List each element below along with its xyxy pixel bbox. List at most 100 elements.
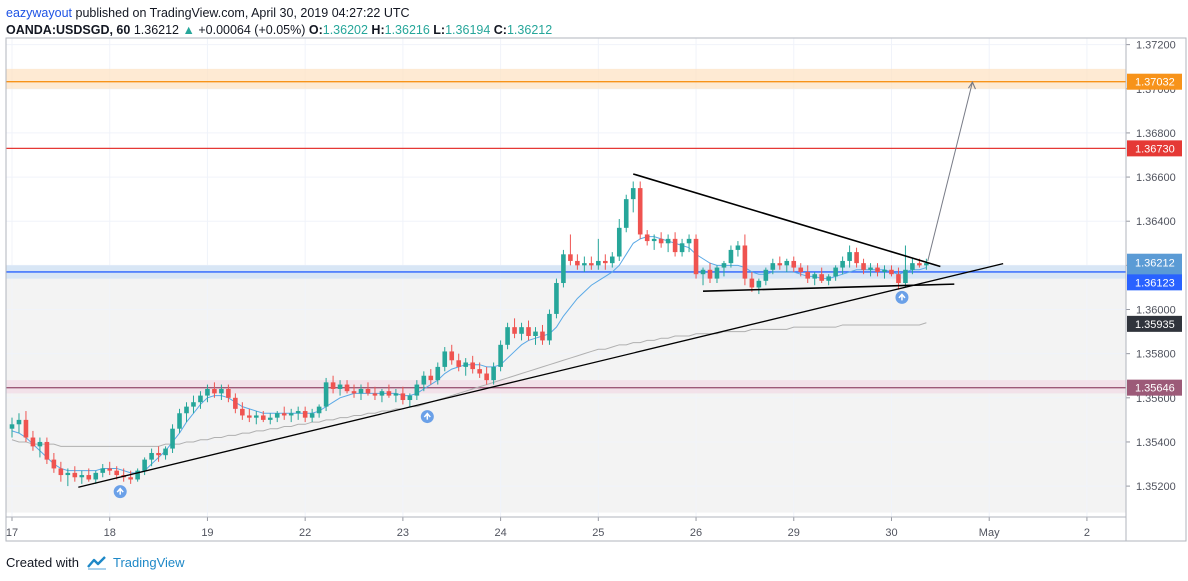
candle-body: [484, 373, 489, 381]
candle-body: [596, 260, 601, 266]
close-value: 1.36212: [506, 23, 553, 37]
x-tick-label: 24: [494, 527, 506, 539]
change-value: +0.00064 (+0.05%): [198, 23, 306, 37]
last-price: 1.36212: [133, 23, 179, 37]
candle-body: [791, 260, 797, 268]
candle-body: [351, 391, 357, 394]
candle-body: [219, 388, 224, 394]
last-low-tag-label: 1.36123: [1135, 277, 1175, 289]
candle-body: [37, 441, 43, 447]
candle-body: [749, 278, 755, 288]
candle-body: [79, 475, 85, 478]
candle-body: [896, 274, 901, 284]
x-tick-label: 22: [299, 527, 311, 539]
candle-body: [247, 415, 252, 418]
y-tick-label: 1.36800: [1136, 128, 1176, 140]
resistance-orange-tag-label: 1.37032: [1135, 77, 1175, 89]
candle-body: [889, 269, 894, 275]
high-value: 1.36216: [384, 23, 430, 37]
x-tick-label: 30: [885, 527, 897, 539]
candle-body: [114, 470, 119, 476]
candle-body: [589, 263, 594, 266]
low-value: 1.36194: [445, 23, 491, 37]
candle-body: [205, 388, 210, 396]
candle-body: [658, 238, 664, 244]
candle-body: [72, 472, 78, 478]
candle-body: [267, 417, 273, 420]
triangle-base: [702, 283, 955, 292]
y-tick-label: 1.35400: [1136, 437, 1176, 449]
candle-body: [142, 459, 147, 471]
candle-body: [421, 375, 427, 385]
publish-header: eazywayout published on TradingView.com,…: [6, 4, 410, 22]
candle-body: [254, 415, 259, 418]
candle-body: [819, 274, 824, 281]
y-tick-label: 1.36000: [1136, 305, 1176, 317]
candle-body: [149, 452, 154, 460]
candle-body: [526, 327, 531, 336]
open-value: 1.36202: [322, 23, 368, 37]
candle-body: [51, 459, 57, 469]
candle-body: [379, 391, 385, 396]
candle-body: [274, 413, 280, 418]
descending-triangle-upper: [632, 173, 941, 268]
open-label: O:: [308, 23, 323, 37]
resistance-zone-orange: [6, 68, 1126, 89]
candle-body: [337, 384, 343, 389]
candle-body: [198, 395, 203, 403]
symbol-label[interactable]: OANDA:USDSGD, 60: [6, 23, 131, 37]
candle-body: [721, 263, 727, 268]
candle-body: [735, 245, 741, 250]
candle-body: [400, 393, 406, 401]
author-link[interactable]: eazywayout: [6, 6, 73, 20]
candle-body: [23, 419, 29, 438]
candle-body: [365, 388, 371, 394]
candle-body: [623, 199, 629, 228]
candle-body: [135, 470, 140, 480]
candle-body: [847, 252, 852, 261]
candle-body: [260, 415, 266, 420]
candle-body: [288, 413, 294, 416]
candle-body: [616, 227, 622, 257]
slow-ma-tag-label: 1.35935: [1135, 319, 1175, 331]
candle-body: [30, 437, 36, 447]
candle-body: [407, 395, 413, 401]
x-tick-label: 29: [788, 527, 800, 539]
candle-body: [100, 468, 106, 473]
slow-ma-tag: [1127, 315, 1182, 332]
y-tick-label: 1.36400: [1136, 216, 1176, 228]
candle-body: [826, 276, 831, 281]
candle-body: [554, 283, 559, 314]
candle-body: [728, 249, 734, 264]
candle-body: [540, 331, 545, 341]
candle-body: [756, 280, 762, 288]
resistance-red-tag: [1127, 140, 1182, 157]
candle-body: [910, 263, 915, 270]
candle-body: [805, 271, 811, 279]
candle-body: [295, 411, 301, 414]
candle-body: [568, 254, 573, 261]
projection-arrowhead-icon: [967, 80, 976, 90]
support-purple-tag: [1127, 379, 1182, 396]
tradingview-brand-link[interactable]: TradingView: [113, 555, 185, 570]
candle-body: [107, 468, 113, 471]
candle-body: [903, 269, 908, 284]
candle-body: [770, 263, 776, 270]
candle-body: [498, 344, 503, 367]
last-low-tag: [1127, 274, 1182, 291]
candle-body: [519, 327, 524, 334]
candle-body: [582, 263, 587, 266]
candle-body: [323, 382, 329, 407]
candle-body: [386, 391, 392, 396]
candle-body: [833, 267, 838, 277]
candle-body: [477, 369, 482, 374]
x-tick-label: 26: [690, 527, 702, 539]
candle-body: [491, 366, 496, 381]
candle-body: [58, 468, 64, 476]
candle-body: [693, 238, 699, 275]
candle-body: [226, 388, 231, 398]
up-arrow-icon: [898, 293, 906, 301]
candle-body: [917, 263, 922, 266]
candle-body: [414, 384, 420, 396]
